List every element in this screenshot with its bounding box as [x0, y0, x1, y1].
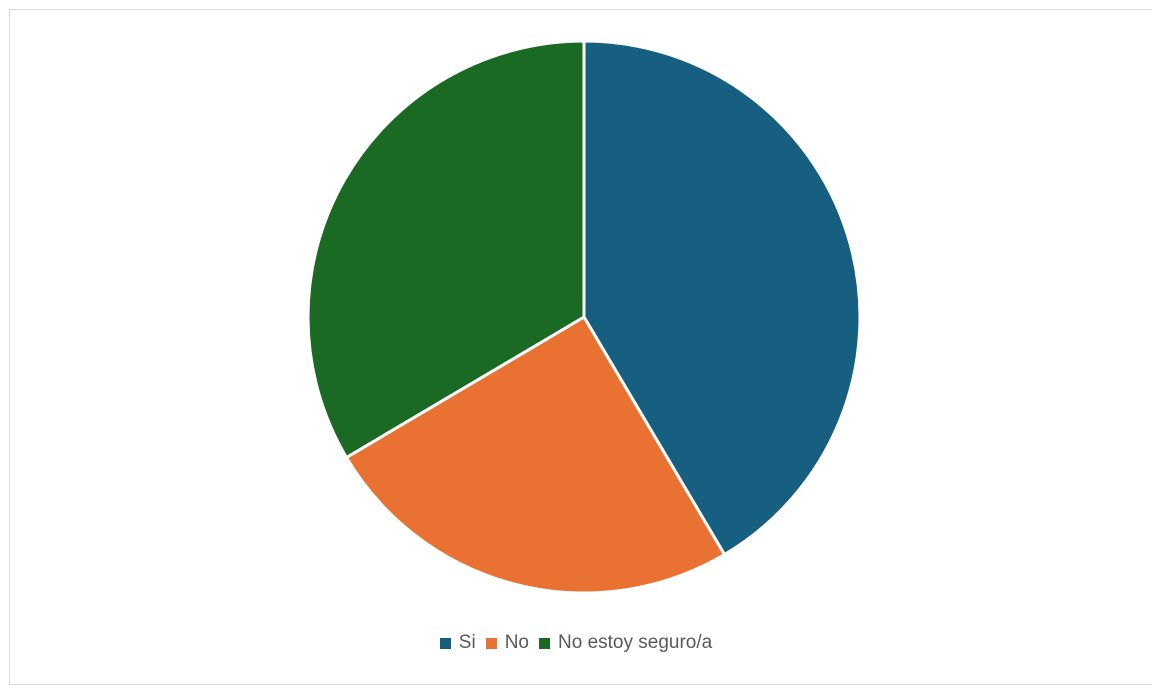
legend: Si No No estoy seguro/a [0, 632, 1152, 654]
legend-item-si: Si [439, 632, 476, 654]
pie-slice-si [582, 39, 862, 557]
legend-swatch-no-estoy-seguro [539, 637, 550, 649]
legend-label-si: Si [458, 632, 476, 653]
legend-swatch-no [485, 637, 497, 649]
legend-swatch-si [439, 637, 451, 649]
legend-label-no-estoy-seguro: No estoy seguro/a [558, 632, 713, 653]
legend-item-no: No [485, 632, 529, 654]
legend-label-no: No [504, 632, 529, 653]
legend-item-no-estoy-seguro: No estoy seguro/a [539, 632, 712, 654]
pie-slice-no-estoy-seguro-a [306, 39, 586, 459]
pie-slice-no [344, 315, 726, 595]
